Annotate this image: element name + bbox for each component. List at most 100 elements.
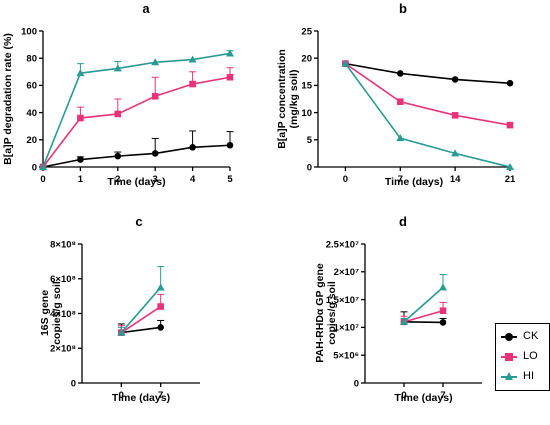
data-point-b-ck <box>506 79 514 87</box>
series-b-hi <box>341 59 514 170</box>
panel-letter-b: b <box>399 1 407 16</box>
legend-entry-lo: LO <box>496 347 549 367</box>
series-line-d-ck <box>403 321 444 324</box>
x-tick-label-b: 7 <box>398 174 403 185</box>
data-point-a-ck <box>77 156 84 163</box>
data-point-c-hi <box>117 328 126 336</box>
x-tick-label-d: 7 <box>440 390 445 401</box>
y-axis-label-line-c: 16S gene <box>39 290 51 336</box>
x-tick-label-a: 4 <box>190 174 196 185</box>
x-tick-label-a: 1 <box>78 174 84 185</box>
y-tick-label-b: 5 <box>307 135 313 146</box>
data-point-c-lo <box>157 303 164 310</box>
y-tick-label-d: 2.5×10⁷ <box>326 239 359 250</box>
y-axis-label-line-d: copies/g soil <box>326 281 338 345</box>
y-tick-label-b: 25 <box>301 26 312 37</box>
x-tick-label-a: 2 <box>115 174 120 185</box>
legend-marker-lo <box>505 353 513 361</box>
series-b-ck <box>342 60 514 87</box>
y-tick-label-d: 2×10⁷ <box>334 267 359 278</box>
y-tick-label-a: 20 <box>26 135 37 146</box>
data-point-a-lo <box>226 73 234 81</box>
x-axis-label-a: Time (days) <box>107 176 165 188</box>
data-point-b-ck <box>396 70 404 77</box>
data-point-a-lo <box>114 110 122 118</box>
legend-marker-hi <box>505 372 513 380</box>
series-a-ck <box>39 130 234 171</box>
y-axis-label-b: B[a]P concentration(mg/kg soil) <box>276 49 300 149</box>
legend: CK LO HI <box>495 323 550 391</box>
data-point-b-ck <box>451 76 459 83</box>
series-a-hi <box>39 49 234 170</box>
series-line-d-lo <box>403 309 444 323</box>
data-point-d-hi <box>400 317 408 325</box>
y-axis-label-a: B[a]P degradation rate (%) <box>2 33 14 165</box>
data-point-a-lo <box>189 80 196 88</box>
y-axis-label-line-a: B[a]P degradation rate (%) <box>2 33 14 165</box>
panel-a: a 0 20 40 60 80 100 0 1 2 3 4 5 Time (days) B[a]P degr… <box>2 1 234 188</box>
series-d-hi <box>400 274 447 325</box>
data-point-a-ck <box>189 143 196 151</box>
y-tick-label-c: 8×10⁸ <box>50 239 76 250</box>
x-tick-label-b: 21 <box>505 174 516 185</box>
x-tick-label-a: 5 <box>227 174 233 185</box>
legend-label-lo: LO <box>523 350 538 362</box>
x-tick-label-a: 0 <box>40 174 45 185</box>
series-c-hi <box>117 266 165 336</box>
x-axis-label-d: Time (days) <box>394 392 452 404</box>
data-point-a-ck <box>151 150 159 157</box>
y-tick-label-d: 1×10⁷ <box>334 323 359 334</box>
y-tick-label-a: 0 <box>32 162 37 173</box>
panel-letter-d: d <box>399 214 407 229</box>
data-point-a-ck <box>114 152 122 160</box>
data-point-c-ck <box>157 324 164 331</box>
x-tick-label-b: 0 <box>343 174 348 185</box>
data-point-b-hi <box>341 59 350 67</box>
data-point-b-lo <box>451 112 459 119</box>
panel-letter-c: c <box>135 214 142 229</box>
data-point-a-lo <box>77 114 84 122</box>
y-tick-label-a: 100 <box>21 26 37 37</box>
data-point-b-lo <box>506 121 514 129</box>
y-tick-label-d: 1.5×10⁷ <box>326 295 359 306</box>
data-point-d-hi <box>439 283 447 291</box>
y-tick-label-b: 10 <box>301 108 312 119</box>
data-point-b-hi <box>506 163 514 170</box>
y-tick-label-b: 20 <box>301 54 312 65</box>
y-axis-label-line-b: B[a]P concentration <box>276 49 288 149</box>
data-point-a-ck <box>226 141 234 149</box>
axes-d <box>361 243 482 387</box>
series-line-b-lo <box>344 62 511 126</box>
series-line-a-lo <box>42 76 231 168</box>
data-point-a-hi <box>151 58 160 66</box>
x-tick-label-c: 7 <box>158 390 163 401</box>
series-line-a-hi <box>42 52 231 168</box>
legend-entry-hi: HI <box>496 367 549 387</box>
y-tick-label-a: 40 <box>26 108 37 119</box>
x-axis-label-c: Time (days) <box>112 392 170 404</box>
x-tick-label-c: 0 <box>119 390 124 401</box>
axes-a <box>39 30 231 171</box>
y-tick-label-c: 6×10⁸ <box>50 274 76 285</box>
data-point-c-hi <box>156 283 165 291</box>
series-line-a-ck <box>42 144 231 168</box>
y-tick-label-d: 5×10⁶ <box>333 351 359 362</box>
x-tick-label-b: 14 <box>450 174 461 185</box>
x-axis-label-b: Time (days) <box>385 176 443 188</box>
data-point-a-lo <box>151 92 159 100</box>
y-tick-label-c: 4×10⁸ <box>50 309 76 320</box>
data-point-a-hi <box>113 64 122 72</box>
data-point-a-hi <box>39 163 47 170</box>
panel-letter-a: a <box>142 1 150 16</box>
y-tick-label-c: 2×10⁸ <box>50 344 76 355</box>
legend-label-hi: HI <box>523 370 534 382</box>
panel-b: b 0 5 10 15 20 25 0 7 14 21 Time (days) B[a]P concen… <box>276 1 516 188</box>
y-axis-label-line-d: PAH-RHDα GP gene <box>314 263 326 363</box>
series-line-b-ck <box>345 62 511 85</box>
data-point-a-hi <box>188 55 197 63</box>
y-tick-label-a: 60 <box>26 81 37 92</box>
legend-label-ck: CK <box>523 330 539 342</box>
axes-b <box>314 30 511 171</box>
